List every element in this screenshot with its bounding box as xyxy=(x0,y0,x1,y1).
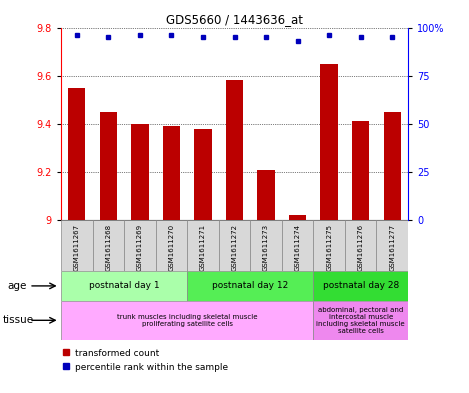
Bar xyxy=(282,220,313,271)
Text: GSM1611268: GSM1611268 xyxy=(106,224,111,271)
Bar xyxy=(68,88,85,220)
Text: age: age xyxy=(7,281,26,291)
Text: trunk muscles including skeletal muscle
proliferating satellite cells: trunk muscles including skeletal muscle … xyxy=(117,314,257,327)
Bar xyxy=(289,215,306,220)
Bar xyxy=(250,220,282,271)
Bar xyxy=(384,112,401,220)
Text: abdominal, pectoral and
intercostal muscle
including skeletal muscle
satellite c: abdominal, pectoral and intercostal musc… xyxy=(317,307,405,334)
Bar xyxy=(377,220,408,271)
Bar xyxy=(352,121,370,220)
Title: GDS5660 / 1443636_at: GDS5660 / 1443636_at xyxy=(166,13,303,26)
Bar xyxy=(61,271,187,301)
Text: percentile rank within the sample: percentile rank within the sample xyxy=(75,363,228,372)
Bar xyxy=(219,220,250,271)
Text: postnatal day 12: postnatal day 12 xyxy=(212,281,288,290)
Bar xyxy=(257,169,275,220)
Text: GSM1611271: GSM1611271 xyxy=(200,224,206,271)
Bar xyxy=(156,220,187,271)
Text: GSM1611274: GSM1611274 xyxy=(295,224,301,271)
Bar xyxy=(187,220,219,271)
Bar xyxy=(131,124,149,220)
Text: GSM1611270: GSM1611270 xyxy=(168,224,174,271)
Text: GSM1611272: GSM1611272 xyxy=(232,224,237,271)
Bar xyxy=(313,220,345,271)
Bar xyxy=(124,220,156,271)
Bar xyxy=(313,301,408,340)
Text: GSM1611275: GSM1611275 xyxy=(326,224,332,271)
Bar xyxy=(226,81,243,220)
Text: transformed count: transformed count xyxy=(75,349,159,358)
Text: tissue: tissue xyxy=(2,315,33,325)
Bar xyxy=(61,301,313,340)
Bar xyxy=(61,220,92,271)
Text: postnatal day 1: postnatal day 1 xyxy=(89,281,159,290)
Text: GSM1611267: GSM1611267 xyxy=(74,224,80,271)
Text: GSM1611276: GSM1611276 xyxy=(358,224,363,271)
Bar xyxy=(313,271,408,301)
Bar xyxy=(99,112,117,220)
Bar xyxy=(163,126,180,220)
Bar xyxy=(320,64,338,220)
Bar xyxy=(92,220,124,271)
Text: GSM1611269: GSM1611269 xyxy=(137,224,143,271)
Bar xyxy=(345,220,377,271)
Bar xyxy=(187,271,313,301)
Bar xyxy=(194,129,212,220)
Text: postnatal day 28: postnatal day 28 xyxy=(323,281,399,290)
Text: GSM1611273: GSM1611273 xyxy=(263,224,269,271)
Text: GSM1611277: GSM1611277 xyxy=(389,224,395,271)
